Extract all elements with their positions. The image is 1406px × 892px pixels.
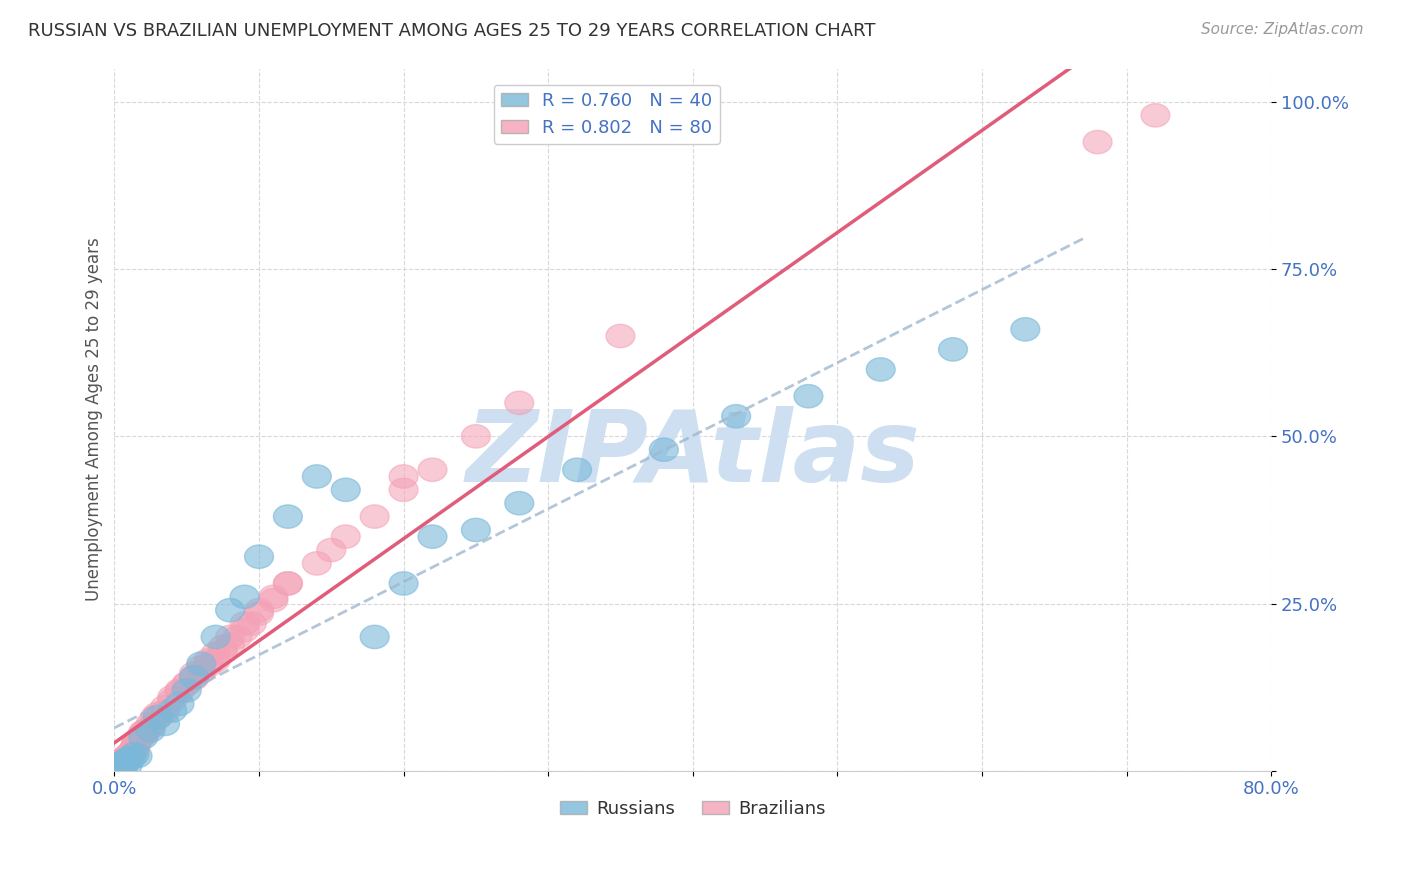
Text: Source: ZipAtlas.com: Source: ZipAtlas.com xyxy=(1201,22,1364,37)
Y-axis label: Unemployment Among Ages 25 to 29 years: Unemployment Among Ages 25 to 29 years xyxy=(86,238,103,601)
Text: RUSSIAN VS BRAZILIAN UNEMPLOYMENT AMONG AGES 25 TO 29 YEARS CORRELATION CHART: RUSSIAN VS BRAZILIAN UNEMPLOYMENT AMONG … xyxy=(28,22,876,40)
Legend: Russians, Brazilians: Russians, Brazilians xyxy=(553,792,832,825)
Text: ZIPAtlas: ZIPAtlas xyxy=(465,406,920,503)
